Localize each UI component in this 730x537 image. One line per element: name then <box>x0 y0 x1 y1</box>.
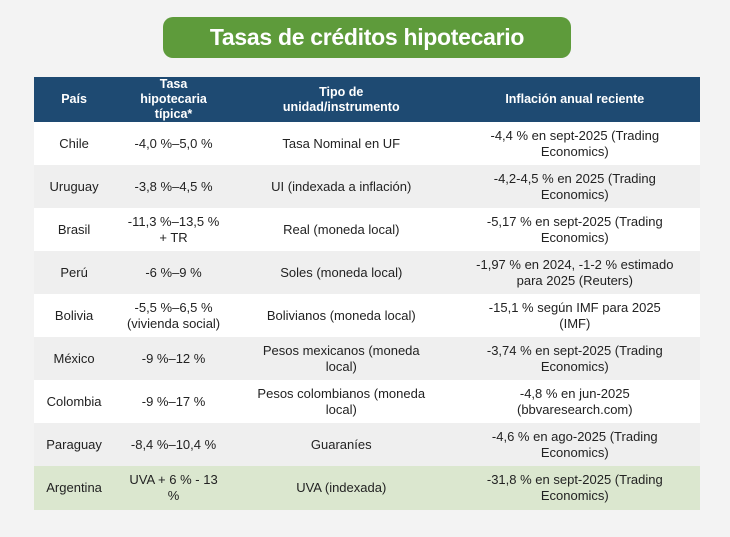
table-row: Perú -6 %–9 % Soles (moneda local) -1,97 % … <box>34 251 700 294</box>
cell-rate: -8,4 %–10,4 % <box>114 423 233 466</box>
cell-unit: UVA (indexada) <box>232 466 450 510</box>
cell-unit: Bolivianos (moneda local) <box>232 294 450 337</box>
cell-unit: Soles (moneda local) <box>232 251 450 294</box>
header-rate: Tasa hipotecaria típica* <box>114 77 233 122</box>
cell-country: Bolivia <box>34 294 115 337</box>
table-row: Bolivia -5,5 %–6,5 % (vivienda social) Bol… <box>34 294 700 337</box>
cell-unit: Real (moneda local) <box>232 208 450 251</box>
header-inflation: Inflación anual reciente <box>449 77 700 122</box>
table-header-row: País Tasa hipotecaria típica* Tipo de un… <box>34 77 700 122</box>
cell-unit: Pesos mexicanos (moneda local) <box>232 337 450 380</box>
cell-inflation: -15,1 % según IMF para 2025 (IMF) <box>449 294 700 337</box>
table-row: Brasil -11,3 %–13,5 % + TR Real (moneda lo… <box>34 208 700 251</box>
cell-rate: -3,8 %–4,5 % <box>114 165 233 208</box>
cell-inflation: -31,8 % en sept-2025 (Trading Economics) <box>449 466 700 510</box>
cell-unit: Guaraníes <box>232 423 450 466</box>
cell-country: Argentina <box>34 466 115 510</box>
cell-country: Uruguay <box>34 165 115 208</box>
cell-country: Brasil <box>34 208 115 251</box>
cell-country: México <box>34 337 115 380</box>
table-row: Argentina UVA + 6 % - 13 % UVA (indexada) -… <box>34 466 700 510</box>
cell-rate: -5,5 %–6,5 % (vivienda social) <box>114 294 233 337</box>
cell-country: Chile <box>34 122 115 165</box>
cell-inflation: -4,8 % en jun-2025 (bbvaresearch.com) <box>449 380 700 423</box>
cell-inflation: -4,6 % en ago-2025 (Trading Economics) <box>449 423 700 466</box>
cell-inflation: -1,97 % en 2024, -1-2 % estimado para 20… <box>449 251 700 294</box>
cell-unit: Pesos colombianos (moneda local) <box>232 380 450 423</box>
cell-country: Paraguay <box>34 423 115 466</box>
cell-inflation: -5,17 % en sept-2025 (Trading Economics) <box>449 208 700 251</box>
cell-country: Colombia <box>34 380 115 423</box>
cell-rate: -6 %–9 % <box>114 251 233 294</box>
table-row: México -9 %–12 % Pesos mexicanos (moneda l… <box>34 337 700 380</box>
cell-rate: -4,0 %–5,0 % <box>114 122 233 165</box>
cell-inflation: -4,2-4,5 % en 2025 (Trading Economics) <box>449 165 700 208</box>
cell-unit: UI (indexada a inflación) <box>232 165 450 208</box>
table-row: Paraguay -8,4 %–10,4 % Guaraníes -4,6 % en … <box>34 423 700 466</box>
cell-unit: Tasa Nominal en UF <box>232 122 450 165</box>
cell-country: Perú <box>34 251 115 294</box>
cell-inflation: -3,74 % en sept-2025 (Trading Economics) <box>449 337 700 380</box>
table-row: Colombia -9 %–17 % Pesos colombianos (mone… <box>34 380 700 423</box>
cell-rate: UVA + 6 % - 13 % <box>114 466 233 510</box>
header-unit: Tipo de unidad/instrumento <box>232 77 450 122</box>
mortgage-rates-table: País Tasa hipotecaria típica* Tipo de un… <box>34 77 700 510</box>
header-country: País <box>34 77 115 122</box>
cell-rate: -11,3 %–13,5 % + TR <box>114 208 233 251</box>
page-title: Tasas de créditos hipotecario <box>163 17 571 58</box>
cell-rate: -9 %–17 % <box>114 380 233 423</box>
table-row: Uruguay -3,8 %–4,5 % UI (indexada a inflac… <box>34 165 700 208</box>
table-row: Chile -4,0 %–5,0 % Tasa Nominal en UF -4,4 … <box>34 122 700 165</box>
cell-inflation: -4,4 % en sept-2025 (Trading Economics) <box>449 122 700 165</box>
cell-rate: -9 %–12 % <box>114 337 233 380</box>
